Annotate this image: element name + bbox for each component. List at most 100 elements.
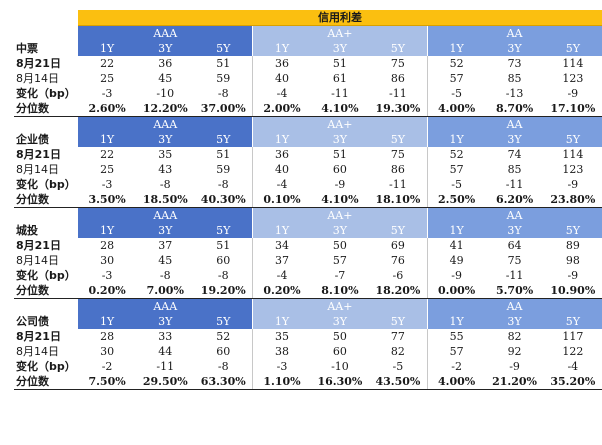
- value-cell: -4: [252, 86, 311, 101]
- value-cell: -8: [159, 178, 171, 191]
- value-cell: 52: [426, 147, 486, 162]
- value-cell: 64: [507, 239, 522, 252]
- value-cell: 60: [216, 254, 231, 267]
- value-cell: 37.00%: [194, 101, 253, 117]
- value-cell: 19.30%: [369, 101, 428, 117]
- value-cell: 98: [565, 254, 580, 267]
- value-cell: 29.50%: [136, 374, 195, 390]
- value-cell: 75: [390, 148, 405, 161]
- row-label: 分位数: [14, 192, 78, 208]
- rating-label-aaa: AAA: [136, 207, 195, 223]
- tenor-label: 1Y: [426, 132, 486, 147]
- tenor-label: 5Y: [194, 223, 253, 238]
- value-cell: 51: [216, 239, 231, 252]
- value-cell: 57: [426, 344, 486, 359]
- tenor-label: 5Y: [194, 41, 253, 56]
- value-cell: 8.10%: [310, 283, 370, 299]
- value-cell: -4: [252, 177, 311, 192]
- row-label: 分位数: [14, 283, 78, 299]
- tenor-label: 1Y: [77, 223, 137, 238]
- section-name: 城投: [16, 224, 38, 237]
- tenor-label: 5Y: [543, 314, 602, 329]
- value-cell: 43: [158, 163, 173, 176]
- tenor-label: 1Y: [252, 41, 311, 56]
- value-cell: 34: [252, 238, 311, 253]
- value-cell: 36: [252, 56, 311, 71]
- value-cell: 69: [390, 239, 405, 252]
- value-cell: -11: [156, 360, 175, 373]
- value-cell: -9: [567, 178, 579, 191]
- rating-label-aa: AA: [485, 116, 544, 132]
- value-cell: 7.50%: [77, 374, 137, 390]
- tenor-label: 1Y: [426, 223, 486, 238]
- value-cell: -5: [426, 86, 486, 101]
- tenor-label: 3Y: [136, 41, 195, 56]
- value-cell: -3: [101, 87, 113, 100]
- value-cell: 45: [158, 254, 173, 267]
- row-label: 8月21日: [16, 57, 61, 70]
- section-header-row: 企业债 AAA AA+ AA: [14, 116, 602, 146]
- tenor-label: 5Y: [543, 223, 602, 238]
- row-d2: 8月14日 30 45 60 37 57 76 49 75 98: [14, 253, 602, 268]
- section-name: 企业债: [16, 133, 49, 146]
- value-cell: 18.10%: [369, 192, 428, 208]
- value-cell: -4: [252, 268, 311, 283]
- row-chg: 变化（bp） -3 -8 -8 -4 -7 -6 -9 -11 -9: [14, 268, 602, 283]
- title-corner: [14, 10, 78, 26]
- value-cell: 74: [507, 148, 522, 161]
- tenor-label: 5Y: [369, 132, 428, 147]
- value-cell: 82: [390, 345, 405, 358]
- tenor-label: 3Y: [485, 314, 544, 329]
- value-cell: -10: [156, 87, 175, 100]
- value-cell: 57: [332, 254, 347, 267]
- value-cell: -9: [426, 268, 486, 283]
- rating-header-cell: [252, 207, 311, 223]
- row-label: 变化（bp）: [16, 360, 76, 373]
- tenor-label: 3Y: [485, 132, 544, 147]
- value-cell: 17.10%: [543, 101, 602, 117]
- value-cell: 52: [216, 330, 231, 343]
- credit-spread-table: 信用利差 中票 AAA AA+ AA 1Y 3Y 5Y 1Y 3Y 5Y 1Y 3Y 5Y 8月21日 22…: [14, 10, 602, 390]
- value-cell: 40: [252, 162, 311, 177]
- value-cell: 41: [426, 238, 486, 253]
- value-cell: 0.20%: [252, 283, 311, 299]
- value-cell: 33: [158, 330, 173, 343]
- rating-label-aaa: AAA: [136, 116, 195, 132]
- row-label: 8月14日: [16, 72, 59, 85]
- value-cell: -5: [426, 177, 486, 192]
- tenor-label: 5Y: [369, 314, 428, 329]
- value-cell: 43.50%: [369, 374, 428, 390]
- tenor-label: 1Y: [77, 41, 137, 56]
- section-header-row: 中票 AAA AA+ AA: [14, 25, 602, 55]
- value-cell: -8: [217, 87, 229, 100]
- section-name: 公司债: [16, 315, 49, 328]
- value-cell: 37: [158, 239, 173, 252]
- value-cell: 51: [216, 57, 231, 70]
- tenor-label: 1Y: [426, 314, 486, 329]
- tenor-label: 5Y: [194, 314, 253, 329]
- rating-header-cell: [543, 25, 602, 41]
- value-cell: 25: [100, 163, 115, 176]
- row-pct: 分位数 2.60% 12.20% 37.00% 2.00% 4.10% 19.30% 4.00…: [14, 101, 602, 117]
- tenor-label: 1Y: [77, 314, 137, 329]
- row-label: 分位数: [14, 101, 78, 117]
- value-cell: 75: [507, 254, 522, 267]
- value-cell: 28: [100, 330, 115, 343]
- value-cell: 30: [100, 345, 115, 358]
- rating-header-cell: [543, 207, 602, 223]
- tenor-label: 3Y: [310, 132, 370, 147]
- rating-header-cell: [194, 207, 253, 223]
- row-pct: 分位数 3.50% 18.50% 40.30% 0.10% 4.10% 18.10% 2.50…: [14, 192, 602, 208]
- tenor-header-row: 1Y 3Y 5Y 1Y 3Y 5Y 1Y 3Y 5Y: [14, 314, 602, 329]
- tenor-label: 1Y: [426, 41, 486, 56]
- value-cell: -10: [331, 360, 349, 373]
- row-label: 8月14日: [16, 163, 59, 176]
- rating-header-cell: [369, 25, 428, 41]
- value-cell: -11: [505, 178, 524, 191]
- rating-label-aa-plus: AA+: [310, 116, 370, 132]
- value-cell: -8: [217, 360, 229, 373]
- value-cell: 40: [252, 71, 311, 86]
- value-cell: 2.00%: [252, 101, 311, 117]
- value-cell: -11: [389, 87, 407, 100]
- value-cell: -9: [509, 360, 520, 373]
